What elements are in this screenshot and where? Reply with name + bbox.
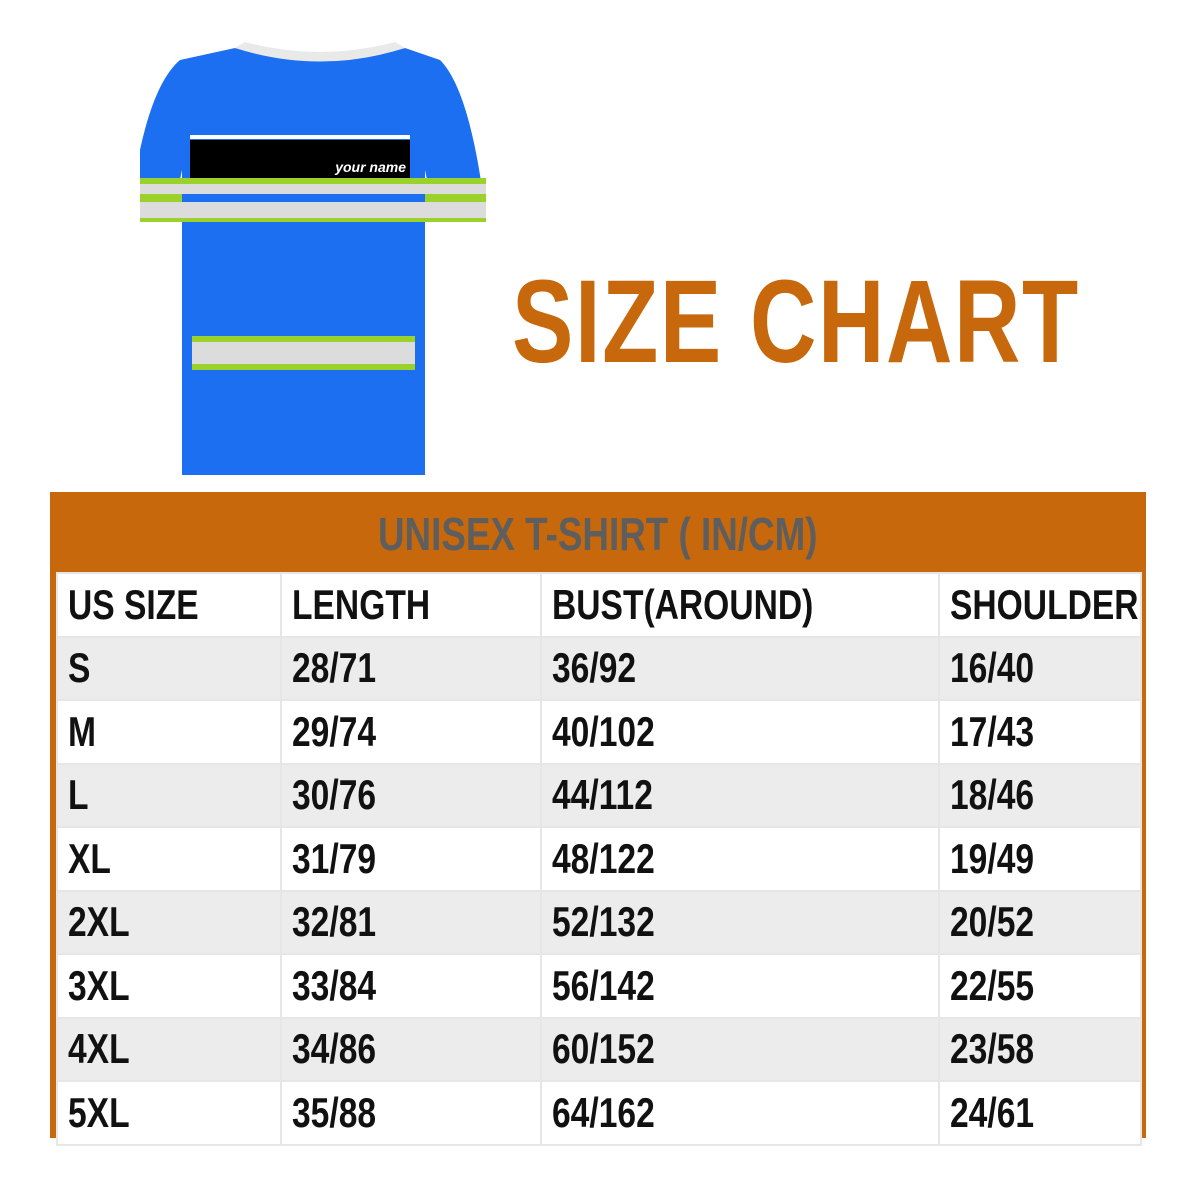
table-cell: 30/76 — [280, 762, 542, 828]
cell-text: 52/132 — [552, 898, 655, 946]
cell-text: 48/122 — [552, 834, 655, 882]
stripe-gray — [140, 184, 486, 194]
cell-text: 28/71 — [292, 644, 377, 692]
table-caption: UNISEX T-SHIRT ( IN/CM) — [56, 492, 1140, 572]
table-cell: 36/92 — [540, 635, 940, 701]
table-cell: 32/81 — [280, 889, 542, 955]
t-shirt-image: your name — [140, 42, 486, 475]
cell-text: 4XL — [68, 1025, 130, 1073]
shirt-body — [140, 48, 485, 475]
table: US SIZE LENGTH BUST(AROUND) SHOULDER S 28/71 3… — [56, 572, 1142, 1146]
title: SIZE CHART — [512, 256, 1080, 388]
table-cell: 2XL — [56, 889, 282, 955]
cell-text: 24/61 — [950, 1088, 1035, 1136]
cell-text: 36/92 — [552, 644, 637, 692]
table-cell: 17/43 — [938, 699, 1142, 765]
table-cell: BUST(AROUND) — [540, 572, 940, 638]
table-cell: 28/71 — [280, 635, 542, 701]
cell-text: 35/88 — [292, 1088, 377, 1136]
table-cell: SHOULDER — [938, 572, 1142, 638]
table-row: XL 31/79 48/122 19/49 — [56, 826, 1142, 892]
table-cell: 19/49 — [938, 826, 1142, 892]
table-cell: 44/112 — [540, 762, 940, 828]
table-cell: 34/86 — [280, 1016, 542, 1082]
cell-text: SHOULDER — [950, 580, 1139, 628]
stripe-gap — [182, 194, 425, 202]
table-cell: LENGTH — [280, 572, 542, 638]
table-cell: 24/61 — [938, 1080, 1142, 1146]
cell-text: 3XL — [68, 961, 130, 1009]
cell-text: 34/86 — [292, 1025, 377, 1073]
table-cell: 64/162 — [540, 1080, 940, 1146]
table-cell: S — [56, 635, 282, 701]
table-cell: 22/55 — [938, 953, 1142, 1019]
cell-text: LENGTH — [292, 580, 431, 628]
table-body: US SIZE LENGTH BUST(AROUND) SHOULDER S 28/71 3… — [56, 572, 1142, 1146]
table-cell: US SIZE — [56, 572, 282, 638]
table-row: US SIZE LENGTH BUST(AROUND) SHOULDER — [56, 572, 1142, 638]
cell-text: 18/46 — [950, 771, 1035, 819]
cell-text: 17/43 — [950, 707, 1035, 755]
cell-text: 64/162 — [552, 1088, 655, 1136]
cell-text: 16/40 — [950, 644, 1035, 692]
cell-text: 60/152 — [552, 1025, 655, 1073]
cell-text: 33/84 — [292, 961, 377, 1009]
table-cell: L — [56, 762, 282, 828]
cell-text: XL — [68, 834, 111, 882]
cell-text: BUST(AROUND) — [552, 580, 814, 628]
cell-text: M — [68, 707, 96, 755]
cell-text: S — [68, 644, 91, 692]
table-cell: 18/46 — [938, 762, 1142, 828]
table-cell: 56/142 — [540, 953, 940, 1019]
table-row: 5XL 35/88 64/162 24/61 — [56, 1080, 1142, 1146]
table-cell: 33/84 — [280, 953, 542, 1019]
stripe-gray — [192, 342, 415, 364]
cell-text: 22/55 — [950, 961, 1035, 1009]
table-row: M 29/74 40/102 17/43 — [56, 699, 1142, 765]
white-line — [190, 135, 410, 139]
table-cell: 5XL — [56, 1080, 282, 1146]
table-cell: 29/74 — [280, 699, 542, 765]
name-label: your name — [334, 159, 406, 175]
cell-text: 44/112 — [552, 771, 653, 819]
cell-text: 30/76 — [292, 771, 377, 819]
size-table: UNISEX T-SHIRT ( IN/CM) US SIZE LENGTH BUS… — [50, 492, 1146, 1146]
cell-text: 5XL — [68, 1088, 130, 1136]
table-cell: 23/58 — [938, 1016, 1142, 1082]
table-cell: 48/122 — [540, 826, 940, 892]
table-cell: 60/152 — [540, 1016, 940, 1082]
table-row: 3XL 33/84 56/142 22/55 — [56, 953, 1142, 1019]
table-row: S 28/71 36/92 16/40 — [56, 635, 1142, 701]
cell-text: 20/52 — [950, 898, 1035, 946]
caption-text: UNISEX T-SHIRT ( IN/CM) — [378, 508, 818, 560]
cell-text: 29/74 — [292, 707, 377, 755]
table-cell: 16/40 — [938, 635, 1142, 701]
stripe-gray — [140, 202, 486, 218]
table-row: 2XL 32/81 52/132 20/52 — [56, 889, 1142, 955]
table-cell: XL — [56, 826, 282, 892]
table-cell: M — [56, 699, 282, 765]
cell-text: L — [68, 771, 89, 819]
table-cell: 20/52 — [938, 889, 1142, 955]
cell-text: 2XL — [68, 898, 130, 946]
table-row: L 30/76 44/112 18/46 — [56, 762, 1142, 828]
cell-text: 19/49 — [950, 834, 1035, 882]
cell-text: 56/142 — [552, 961, 655, 1009]
collar — [235, 42, 405, 62]
table-cell: 4XL — [56, 1016, 282, 1082]
table-row: 4XL 34/86 60/152 23/58 — [56, 1016, 1142, 1082]
cell-text: US SIZE — [68, 580, 199, 628]
table-cell: 35/88 — [280, 1080, 542, 1146]
cell-text: 31/79 — [292, 834, 377, 882]
table-cell: 40/102 — [540, 699, 940, 765]
table-cell: 3XL — [56, 953, 282, 1019]
cell-text: 40/102 — [552, 707, 655, 755]
cell-text: 32/81 — [292, 898, 377, 946]
table-cell: 31/79 — [280, 826, 542, 892]
cell-text: 23/58 — [950, 1025, 1035, 1073]
table-cell: 52/132 — [540, 889, 940, 955]
